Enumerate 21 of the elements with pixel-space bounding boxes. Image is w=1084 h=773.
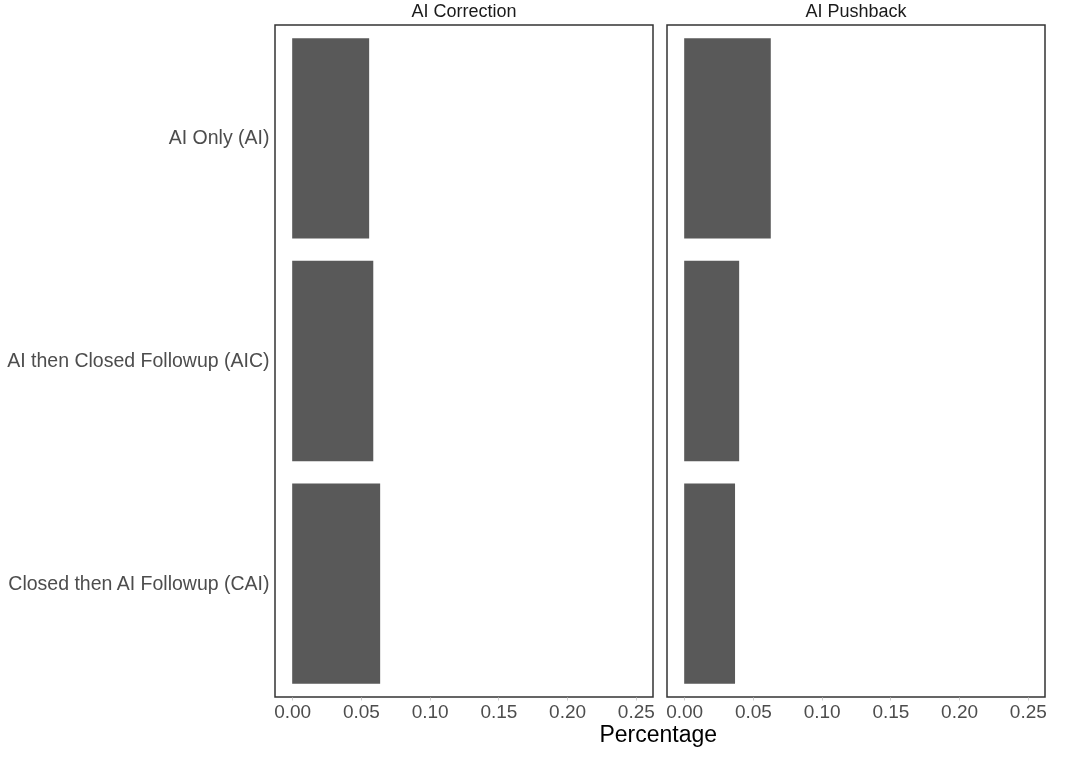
bar bbox=[292, 260, 374, 462]
chart-title: AI Pushback bbox=[805, 1, 908, 21]
x-axis-title: Percentage bbox=[599, 720, 718, 747]
x-tick-label: 0.25 bbox=[1009, 700, 1047, 722]
y-tick-label: Closed then AI Followup (CAI) bbox=[8, 571, 270, 594]
x-tick-label: 0.05 bbox=[734, 700, 772, 722]
bar bbox=[292, 483, 381, 684]
x-tick-label: 0.00 bbox=[274, 700, 312, 722]
x-tick-label: 0.10 bbox=[803, 700, 841, 722]
x-tick-label: 0.25 bbox=[617, 700, 655, 722]
x-tick-label: 0.20 bbox=[941, 700, 979, 722]
x-tick-label: 0.15 bbox=[872, 700, 910, 722]
chart-title: AI Correction bbox=[411, 1, 517, 21]
bar bbox=[292, 38, 370, 239]
x-tick-label: 0.05 bbox=[342, 700, 380, 722]
x-tick-label: 0.15 bbox=[480, 700, 518, 722]
x-tick-label: 0.00 bbox=[666, 700, 704, 722]
x-tick-label: 0.10 bbox=[411, 700, 449, 722]
y-tick-label: AI Only (AI) bbox=[168, 126, 270, 149]
x-tick-label: 0.20 bbox=[549, 700, 587, 722]
y-tick-label: AI then Closed Followup (AIC) bbox=[7, 349, 270, 371]
